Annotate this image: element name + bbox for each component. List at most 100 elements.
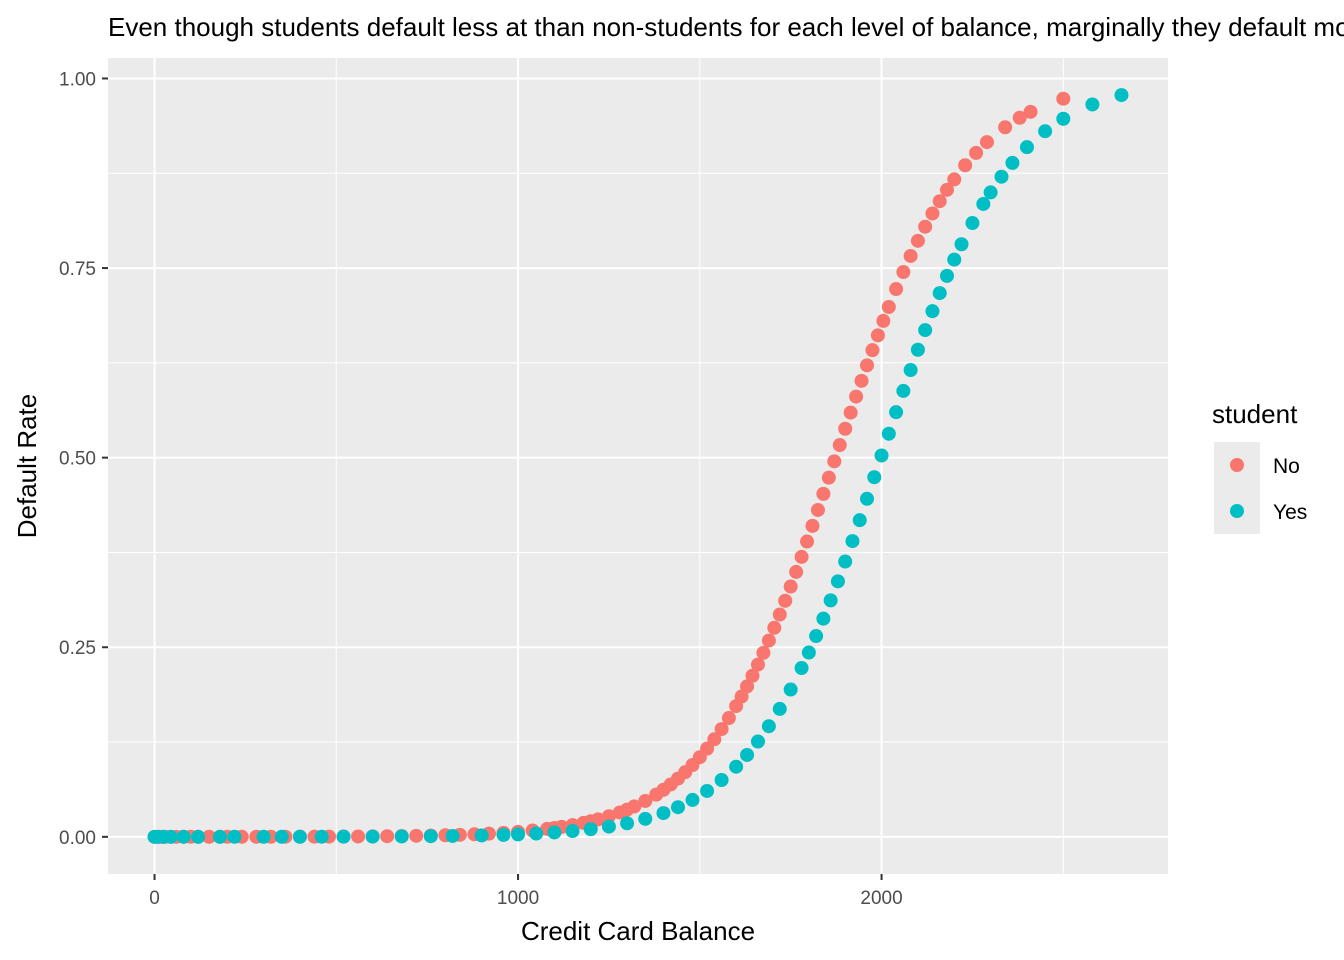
y-tick-label: 0.75 [59, 259, 96, 280]
point-no [958, 158, 973, 173]
point-yes [1056, 111, 1071, 126]
point-yes [729, 759, 744, 774]
y-axis: 0.00 0.25 0.50 0.75 1.00 [59, 69, 108, 849]
point-no [721, 711, 736, 726]
legend-label-yes: Yes [1273, 501, 1307, 524]
point-no [865, 343, 880, 358]
x-tick-label: 0 [149, 888, 160, 909]
point-no [870, 328, 885, 343]
point-yes [954, 237, 969, 252]
point-no [714, 722, 729, 737]
point-yes [714, 773, 729, 788]
point-yes [903, 363, 918, 378]
point-no [810, 502, 825, 517]
y-axis-title: Default Rate [12, 394, 42, 539]
x-tick-label: 2000 [860, 888, 902, 909]
point-no [947, 172, 962, 187]
y-tick-label: 0.50 [59, 449, 96, 470]
point-no [767, 620, 782, 635]
point-yes [547, 825, 562, 840]
point-yes [772, 701, 787, 716]
point-yes [511, 827, 526, 842]
legend-dot-yes [1230, 504, 1244, 518]
point-yes [314, 829, 329, 844]
point-yes [852, 513, 867, 528]
point-no [889, 282, 904, 297]
minor-grid [108, 58, 1168, 874]
point-yes [529, 826, 544, 841]
point-yes [932, 286, 947, 301]
point-no [849, 389, 864, 404]
point-no [1012, 110, 1027, 125]
point-yes [918, 323, 933, 338]
point-no [1023, 104, 1038, 119]
point-yes [965, 216, 980, 231]
point-yes [910, 342, 925, 357]
point-yes [620, 816, 635, 831]
point-yes [365, 829, 380, 844]
point-yes [845, 534, 860, 549]
y-tick-label: 0.25 [59, 638, 96, 659]
point-no [778, 593, 793, 608]
point-yes [809, 629, 824, 644]
point-no [783, 579, 798, 594]
point-yes [163, 829, 178, 844]
point-no [740, 679, 755, 694]
point-yes [1005, 155, 1020, 170]
point-yes [939, 268, 954, 283]
point-yes [700, 783, 715, 798]
point-no [910, 233, 925, 248]
point-yes [1019, 140, 1034, 155]
point-yes [227, 829, 242, 844]
point-no [202, 829, 217, 844]
point-yes [896, 383, 911, 398]
point-no [979, 135, 994, 150]
point-yes [656, 806, 671, 821]
point-yes [423, 829, 438, 844]
point-yes [670, 800, 685, 815]
x-axis-title: Credit Card Balance [521, 916, 755, 946]
point-yes [874, 448, 889, 463]
point-yes [1114, 88, 1129, 103]
point-yes [638, 811, 653, 826]
point-yes [474, 828, 489, 843]
point-yes [565, 824, 580, 839]
point-yes [976, 196, 991, 211]
point-no [876, 313, 891, 328]
point-no [903, 248, 918, 263]
point-yes [889, 405, 904, 420]
point-yes [823, 593, 838, 608]
legend-dot-no [1230, 458, 1244, 472]
point-no [351, 829, 366, 844]
point-no [969, 145, 984, 160]
point-no [750, 657, 765, 672]
legend-title: student [1212, 399, 1298, 429]
point-no [761, 633, 776, 648]
point-no [896, 265, 911, 280]
point-no [821, 470, 836, 485]
point-yes [994, 169, 1009, 184]
point-no [805, 518, 820, 533]
point-yes [256, 829, 271, 844]
point-yes [583, 822, 598, 837]
point-yes [336, 829, 351, 844]
point-yes [783, 682, 798, 697]
point-no [843, 405, 858, 420]
point-no [772, 607, 787, 622]
point-no [409, 828, 424, 843]
point-no [756, 645, 771, 660]
point-yes [794, 661, 809, 676]
point-yes [867, 470, 882, 485]
point-yes [292, 829, 307, 844]
point-yes [881, 426, 896, 441]
point-yes [274, 829, 289, 844]
point-no [854, 373, 869, 388]
point-yes [212, 829, 227, 844]
point-yes [761, 719, 776, 734]
point-no [789, 564, 804, 579]
point-no [745, 668, 760, 683]
point-no [932, 194, 947, 209]
point-no [800, 534, 815, 549]
point-yes [445, 828, 460, 843]
point-yes [830, 574, 845, 589]
